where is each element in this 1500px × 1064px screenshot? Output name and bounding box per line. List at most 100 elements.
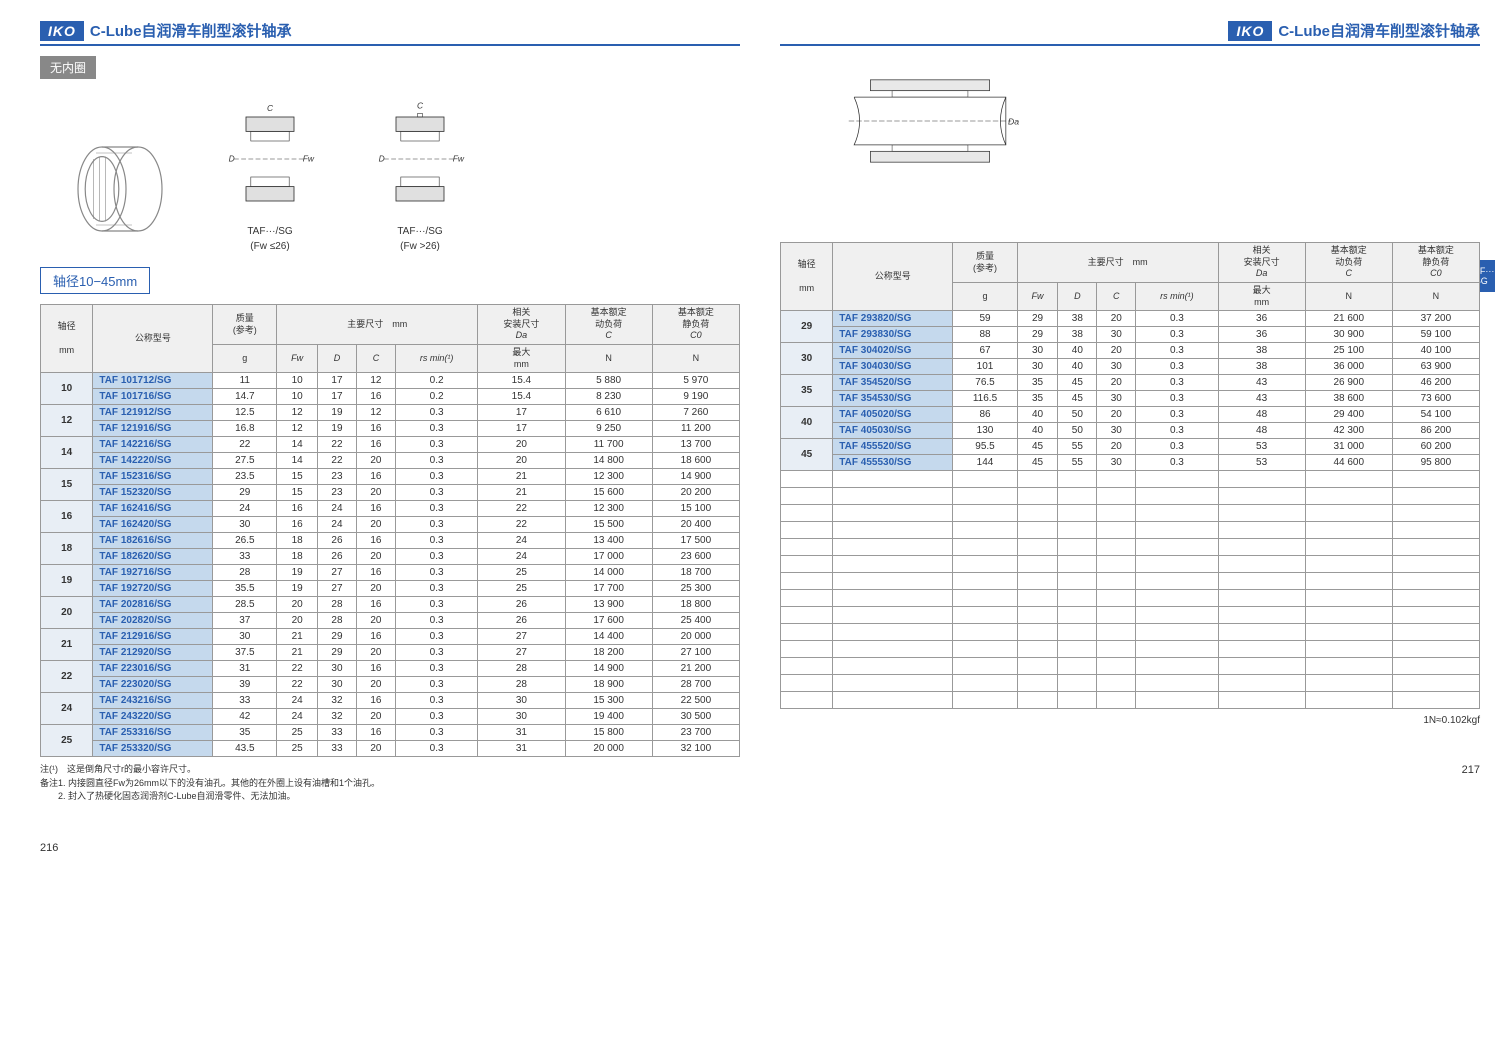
cell-fw: 16 [277, 517, 318, 533]
cell-c0: 23 600 [652, 549, 739, 565]
cell-da: 20 [478, 437, 565, 453]
cell-fw: 20 [277, 597, 318, 613]
cell-cd: 19 400 [565, 709, 652, 725]
cell-c0: 18 700 [652, 565, 739, 581]
cell-da: 22 [478, 517, 565, 533]
table-row: 21TAF 212916/SG302129160.32714 40020 000 [41, 629, 740, 645]
cell-da: 21 [478, 469, 565, 485]
cell-c: 16 [356, 421, 395, 437]
header-title: C-Lube自润滑车削型滚针轴承 [90, 20, 292, 41]
note-3: 2. 封入了热硬化固态润滑剂C-Lube自润滑零件、无法加油。 [40, 790, 740, 804]
cell-cd: 14 400 [565, 629, 652, 645]
cell-c: 30 [1097, 327, 1136, 343]
cell-model: TAF 293820/SG [833, 311, 953, 327]
table-row: TAF 304030/SG1013040300.33836 00063 900 [781, 359, 1480, 375]
cell-fw: 30 [1017, 359, 1058, 375]
cell-da: 20 [478, 453, 565, 469]
cell-model: TAF 162416/SG [93, 501, 213, 517]
page-num-right: 217 [1462, 764, 1480, 776]
cell-c: 20 [356, 517, 395, 533]
cell-cd: 13 900 [565, 597, 652, 613]
cell-model: TAF 121916/SG [93, 421, 213, 437]
table-row-empty [781, 590, 1480, 607]
cell-cd: 36 000 [1305, 359, 1392, 375]
cell-c0: 73 600 [1392, 391, 1479, 407]
svg-text:D: D [229, 153, 235, 163]
table-row-empty [781, 675, 1480, 692]
cell-d: 29 [317, 645, 356, 661]
cell-c0: 25 400 [652, 613, 739, 629]
cell-rs: 0.3 [1136, 439, 1218, 455]
cell-da: 24 [478, 533, 565, 549]
cell-cd: 5 880 [565, 373, 652, 389]
cell-da: 15.4 [478, 373, 565, 389]
cell-c: 30 [1097, 423, 1136, 439]
cell-g: 43.5 [213, 741, 277, 757]
table-row-empty [781, 641, 1480, 658]
cell-cd: 20 000 [565, 741, 652, 757]
cell-rs: 0.3 [395, 517, 477, 533]
cell-rs: 0.3 [395, 549, 477, 565]
cell-c0: 63 900 [1392, 359, 1479, 375]
cell-c0: 9 190 [652, 389, 739, 405]
cell-g: 29 [213, 485, 277, 501]
cell-da: 48 [1218, 407, 1305, 423]
bearing-icon [60, 129, 180, 249]
page-num-left: 216 [40, 842, 58, 854]
cell-cd: 13 400 [565, 533, 652, 549]
cell-dia: 14 [41, 437, 93, 469]
cell-cd: 6 610 [565, 405, 652, 421]
cell-rs: 0.3 [395, 741, 477, 757]
cell-c: 16 [356, 661, 395, 677]
cell-g: 14.7 [213, 389, 277, 405]
cell-d: 26 [317, 549, 356, 565]
cell-rs: 0.3 [395, 421, 477, 437]
cell-g: 39 [213, 677, 277, 693]
table-row: 24TAF 243216/SG332432160.33015 30022 500 [41, 693, 740, 709]
cell-c: 16 [356, 389, 395, 405]
cell-c: 20 [356, 581, 395, 597]
cell-fw: 45 [1017, 439, 1058, 455]
cell-rs: 0.3 [1136, 407, 1218, 423]
cell-cd: 42 300 [1305, 423, 1392, 439]
cell-c: 20 [356, 613, 395, 629]
cell-da: 53 [1218, 439, 1305, 455]
cell-model: TAF 192716/SG [93, 565, 213, 581]
cell-da: 43 [1218, 375, 1305, 391]
cell-d: 29 [317, 629, 356, 645]
cell-c: 20 [1097, 311, 1136, 327]
cell-c0: 18 800 [652, 597, 739, 613]
cell-d: 17 [317, 389, 356, 405]
cell-c0: 14 900 [652, 469, 739, 485]
table-row: 14TAF 142216/SG221422160.32011 70013 700 [41, 437, 740, 453]
cell-model: TAF 101716/SG [93, 389, 213, 405]
cell-g: 28.5 [213, 597, 277, 613]
cell-c: 16 [356, 437, 395, 453]
cell-d: 55 [1058, 455, 1097, 471]
cell-d: 24 [317, 501, 356, 517]
table-row: TAF 192720/SG35.51927200.32517 70025 300 [41, 581, 740, 597]
cell-g: 88 [953, 327, 1017, 343]
cell-da: 17 [478, 405, 565, 421]
cell-rs: 0.3 [395, 725, 477, 741]
cell-da: 30 [478, 709, 565, 725]
cell-rs: 0.3 [395, 661, 477, 677]
diagrams-left: C D Fw TAF···/SG (Fw ≤26) C D Fw TAF···/… [60, 99, 740, 252]
cell-cd: 11 700 [565, 437, 652, 453]
cell-cd: 21 600 [1305, 311, 1392, 327]
cell-g: 35.5 [213, 581, 277, 597]
cell-rs: 0.3 [395, 581, 477, 597]
cell-d: 30 [317, 677, 356, 693]
cell-cd: 15 800 [565, 725, 652, 741]
cell-g: 116.5 [953, 391, 1017, 407]
table-row: 30TAF 304020/SG673040200.33825 10040 100 [781, 343, 1480, 359]
cell-cd: 15 500 [565, 517, 652, 533]
cell-cd: 15 300 [565, 693, 652, 709]
cell-da: 17 [478, 421, 565, 437]
cell-model: TAF 243220/SG [93, 709, 213, 725]
cell-model: TAF 223020/SG [93, 677, 213, 693]
cell-cd: 8 230 [565, 389, 652, 405]
cell-c0: 11 200 [652, 421, 739, 437]
cell-c: 20 [356, 549, 395, 565]
table-row: TAF 405030/SG1304050300.34842 30086 200 [781, 423, 1480, 439]
